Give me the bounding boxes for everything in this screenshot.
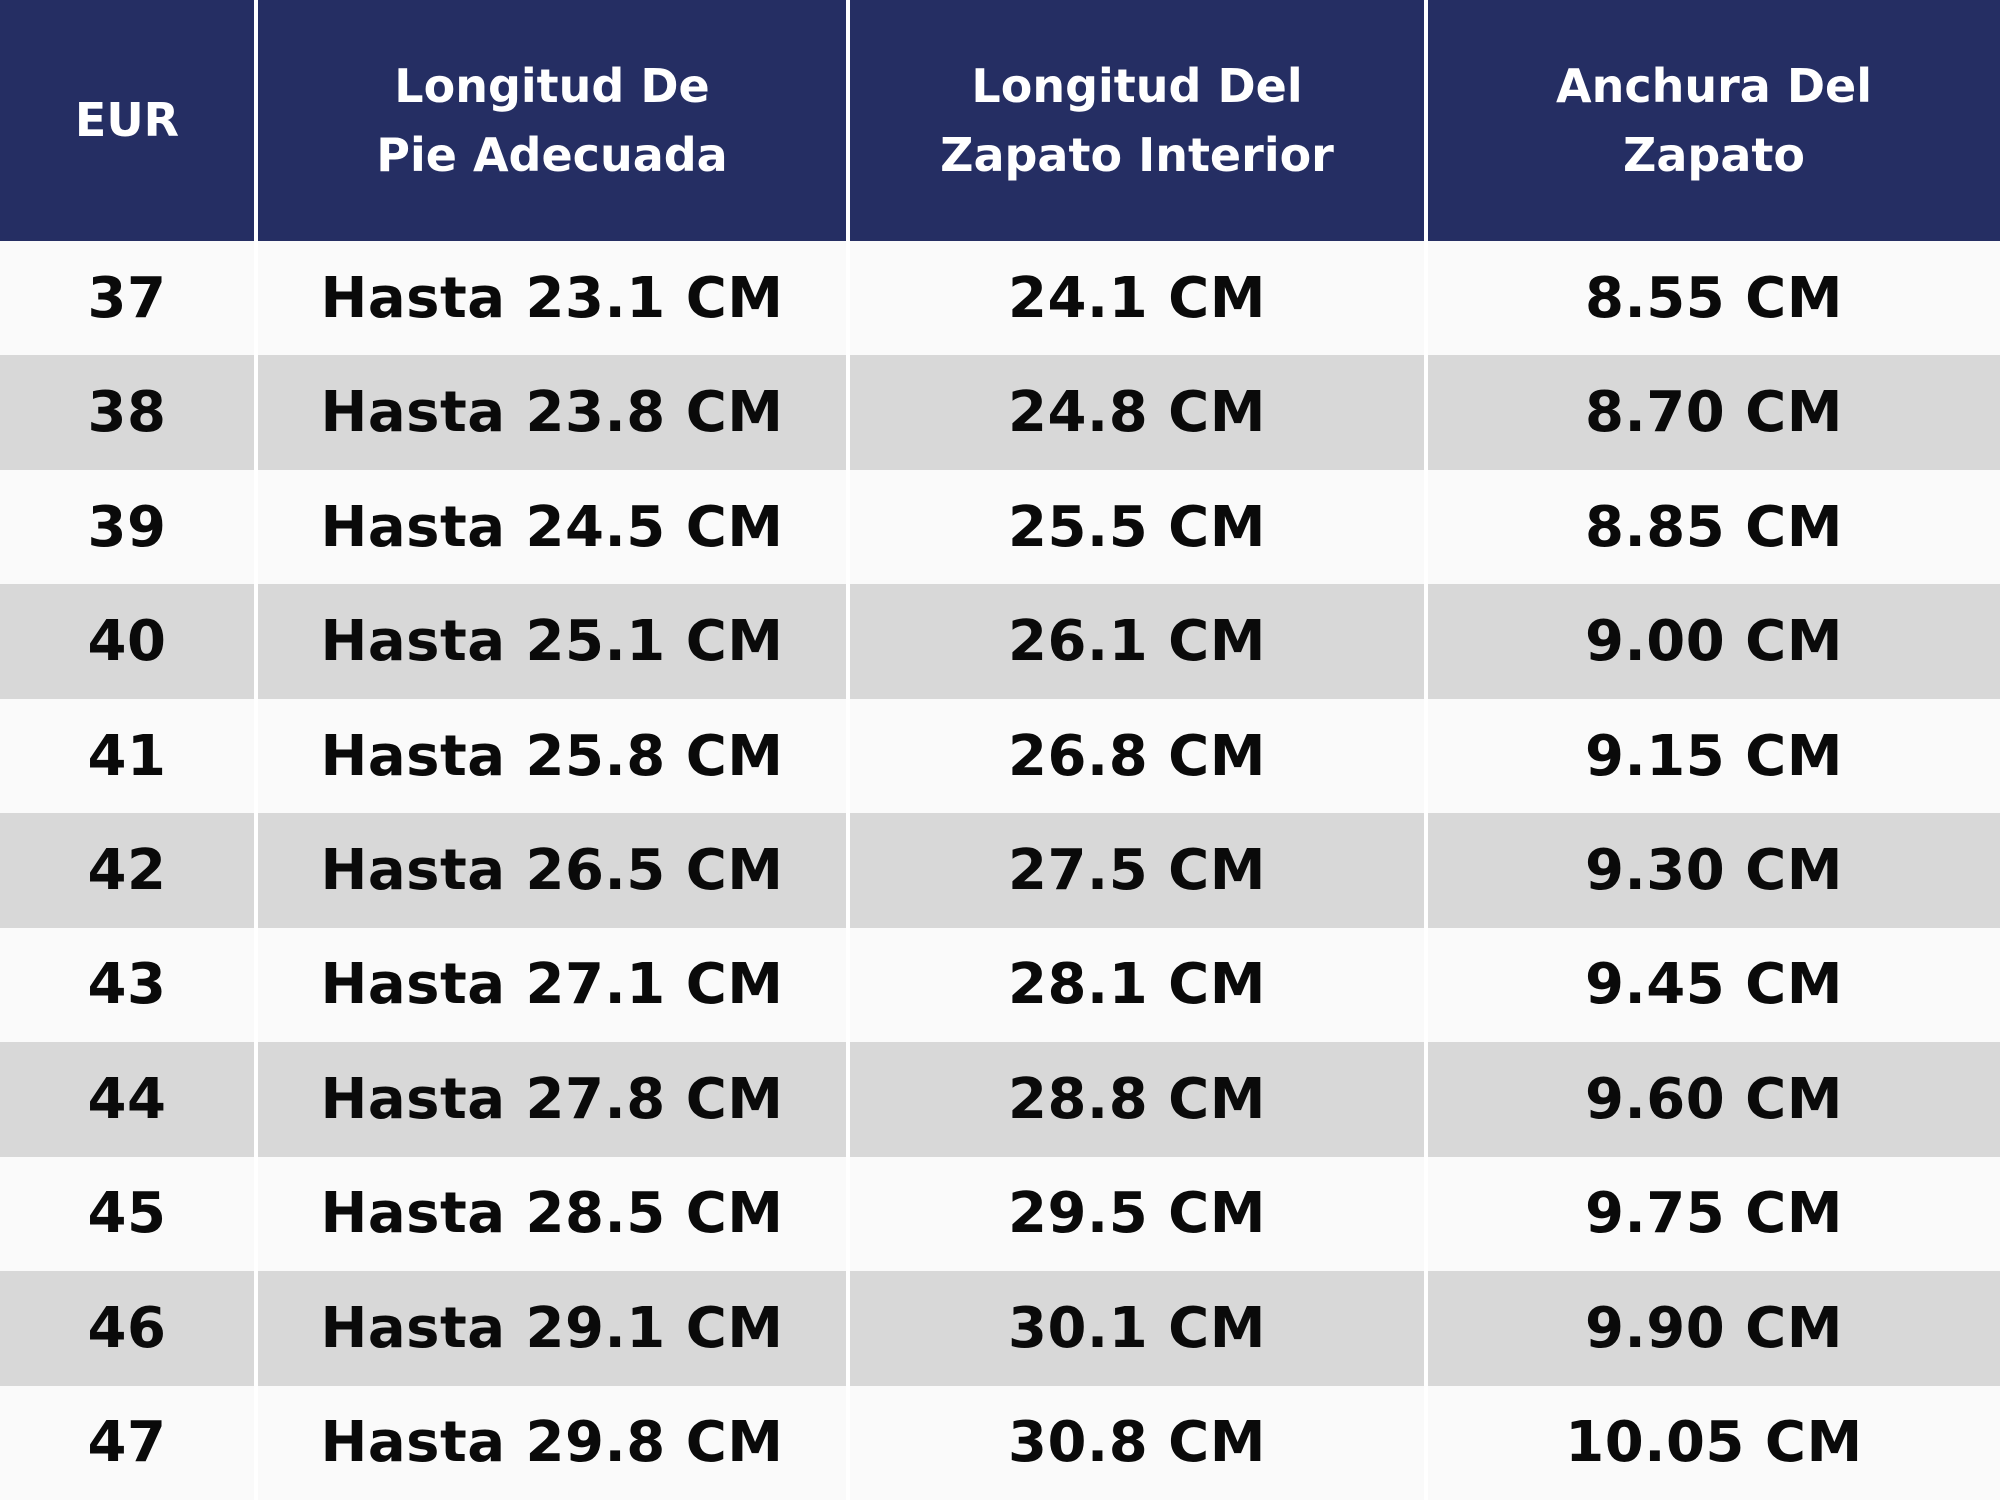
- cell-anchura-del-zapato: 10.05 CM: [1426, 1385, 2000, 1500]
- cell-longitud-del-zapato-interior: 28.1 CM: [848, 927, 1428, 1043]
- cell-eur: 37: [0, 241, 258, 356]
- table-row-eur-47: 47 Hasta 29.8 CM 30.8 CM 10.05 CM: [0, 1385, 2000, 1500]
- cell-eur: 41: [0, 698, 258, 814]
- cell-longitud-del-zapato-interior: 27.5 CM: [848, 813, 1428, 928]
- cell-longitud-del-zapato-interior: 24.1 CM: [848, 241, 1428, 356]
- cell-eur: 39: [0, 469, 258, 585]
- cell-anchura-del-zapato: 9.30 CM: [1426, 813, 2000, 928]
- cell-longitud-del-zapato-interior: 26.1 CM: [848, 584, 1428, 699]
- column-header-anchura-del-zapato: Anchura Del Zapato: [1426, 0, 2000, 241]
- cell-longitud-de-pie-adecuada: Hasta 23.8 CM: [256, 355, 850, 470]
- cell-eur: 40: [0, 584, 258, 699]
- cell-eur: 42: [0, 813, 258, 928]
- cell-longitud-del-zapato-interior: 25.5 CM: [848, 469, 1428, 585]
- cell-longitud-de-pie-adecuada: Hasta 29.1 CM: [256, 1271, 850, 1386]
- cell-longitud-de-pie-adecuada: Hasta 27.1 CM: [256, 927, 850, 1043]
- table-row-eur-43: 43 Hasta 27.1 CM 28.1 CM 9.45 CM: [0, 927, 2000, 1043]
- cell-eur: 43: [0, 927, 258, 1043]
- cell-eur: 38: [0, 355, 258, 470]
- cell-anchura-del-zapato: 8.55 CM: [1426, 241, 2000, 356]
- cell-eur: 46: [0, 1271, 258, 1386]
- cell-longitud-del-zapato-interior: 26.8 CM: [848, 698, 1428, 814]
- cell-anchura-del-zapato: 9.75 CM: [1426, 1156, 2000, 1272]
- cell-longitud-del-zapato-interior: 30.1 CM: [848, 1271, 1428, 1386]
- table-body: 37 Hasta 23.1 CM 24.1 CM 8.55 CM 38 Hasta 23.…: [0, 241, 2000, 1500]
- header-row: EUR Longitud De Pie Adecuada Longitud Del …: [0, 0, 2000, 241]
- cell-eur: 47: [0, 1385, 258, 1500]
- cell-anchura-del-zapato: 8.85 CM: [1426, 469, 2000, 585]
- cell-anchura-del-zapato: 9.90 CM: [1426, 1271, 2000, 1386]
- cell-longitud-de-pie-adecuada: Hasta 25.8 CM: [256, 698, 850, 814]
- table-row-eur-42: 42 Hasta 26.5 CM 27.5 CM 9.30 CM: [0, 813, 2000, 928]
- table-row-eur-37: 37 Hasta 23.1 CM 24.1 CM 8.55 CM: [0, 241, 2000, 356]
- cell-longitud-del-zapato-interior: 29.5 CM: [848, 1156, 1428, 1272]
- table-row-eur-40: 40 Hasta 25.1 CM 26.1 CM 9.00 CM: [0, 584, 2000, 699]
- cell-longitud-de-pie-adecuada: Hasta 28.5 CM: [256, 1156, 850, 1272]
- cell-anchura-del-zapato: 8.70 CM: [1426, 355, 2000, 470]
- cell-longitud-del-zapato-interior: 28.8 CM: [848, 1042, 1428, 1157]
- table-row-eur-38: 38 Hasta 23.8 CM 24.8 CM 8.70 CM: [0, 355, 2000, 470]
- cell-longitud-de-pie-adecuada: Hasta 23.1 CM: [256, 241, 850, 356]
- cell-anchura-del-zapato: 9.45 CM: [1426, 927, 2000, 1043]
- cell-longitud-de-pie-adecuada: Hasta 24.5 CM: [256, 469, 850, 585]
- cell-longitud-del-zapato-interior: 30.8 CM: [848, 1385, 1428, 1500]
- table-row-eur-44: 44 Hasta 27.8 CM 28.8 CM 9.60 CM: [0, 1042, 2000, 1157]
- table-row-eur-41: 41 Hasta 25.8 CM 26.8 CM 9.15 CM: [0, 698, 2000, 814]
- cell-longitud-del-zapato-interior: 24.8 CM: [848, 355, 1428, 470]
- cell-eur: 44: [0, 1042, 258, 1157]
- cell-longitud-de-pie-adecuada: Hasta 27.8 CM: [256, 1042, 850, 1157]
- cell-longitud-de-pie-adecuada: Hasta 25.1 CM: [256, 584, 850, 699]
- table-row-eur-45: 45 Hasta 28.5 CM 29.5 CM 9.75 CM: [0, 1156, 2000, 1272]
- column-header-eur: EUR: [0, 0, 258, 241]
- column-header-longitud-de-pie-adecuada: Longitud De Pie Adecuada: [256, 0, 850, 241]
- table-row-eur-46: 46 Hasta 29.1 CM 30.1 CM 9.90 CM: [0, 1271, 2000, 1386]
- column-header-longitud-del-zapato-interior: Longitud Del Zapato Interior: [848, 0, 1428, 241]
- table-row-eur-39: 39 Hasta 24.5 CM 25.5 CM 8.85 CM: [0, 469, 2000, 585]
- cell-longitud-de-pie-adecuada: Hasta 26.5 CM: [256, 813, 850, 928]
- table-header: EUR Longitud De Pie Adecuada Longitud Del …: [0, 0, 2000, 241]
- cell-eur: 45: [0, 1156, 258, 1272]
- cell-longitud-de-pie-adecuada: Hasta 29.8 CM: [256, 1385, 850, 1500]
- cell-anchura-del-zapato: 9.15 CM: [1426, 698, 2000, 814]
- cell-anchura-del-zapato: 9.00 CM: [1426, 584, 2000, 699]
- cell-anchura-del-zapato: 9.60 CM: [1426, 1042, 2000, 1157]
